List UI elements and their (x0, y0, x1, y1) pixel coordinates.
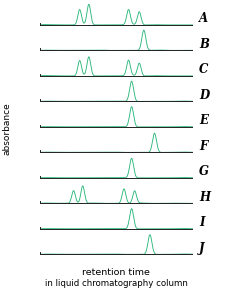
Text: G: G (199, 165, 209, 178)
Text: E: E (199, 114, 208, 127)
Text: H: H (199, 191, 210, 204)
Text: D: D (199, 89, 209, 102)
Text: C: C (199, 63, 208, 76)
Text: F: F (199, 140, 207, 153)
Text: retention time: retention time (82, 267, 150, 277)
Text: in liquid chromatography column: in liquid chromatography column (45, 279, 188, 288)
Text: absorbance: absorbance (3, 102, 12, 155)
Text: B: B (199, 38, 209, 51)
Text: A: A (199, 12, 208, 25)
Text: I: I (199, 216, 204, 229)
Text: J: J (199, 242, 204, 255)
